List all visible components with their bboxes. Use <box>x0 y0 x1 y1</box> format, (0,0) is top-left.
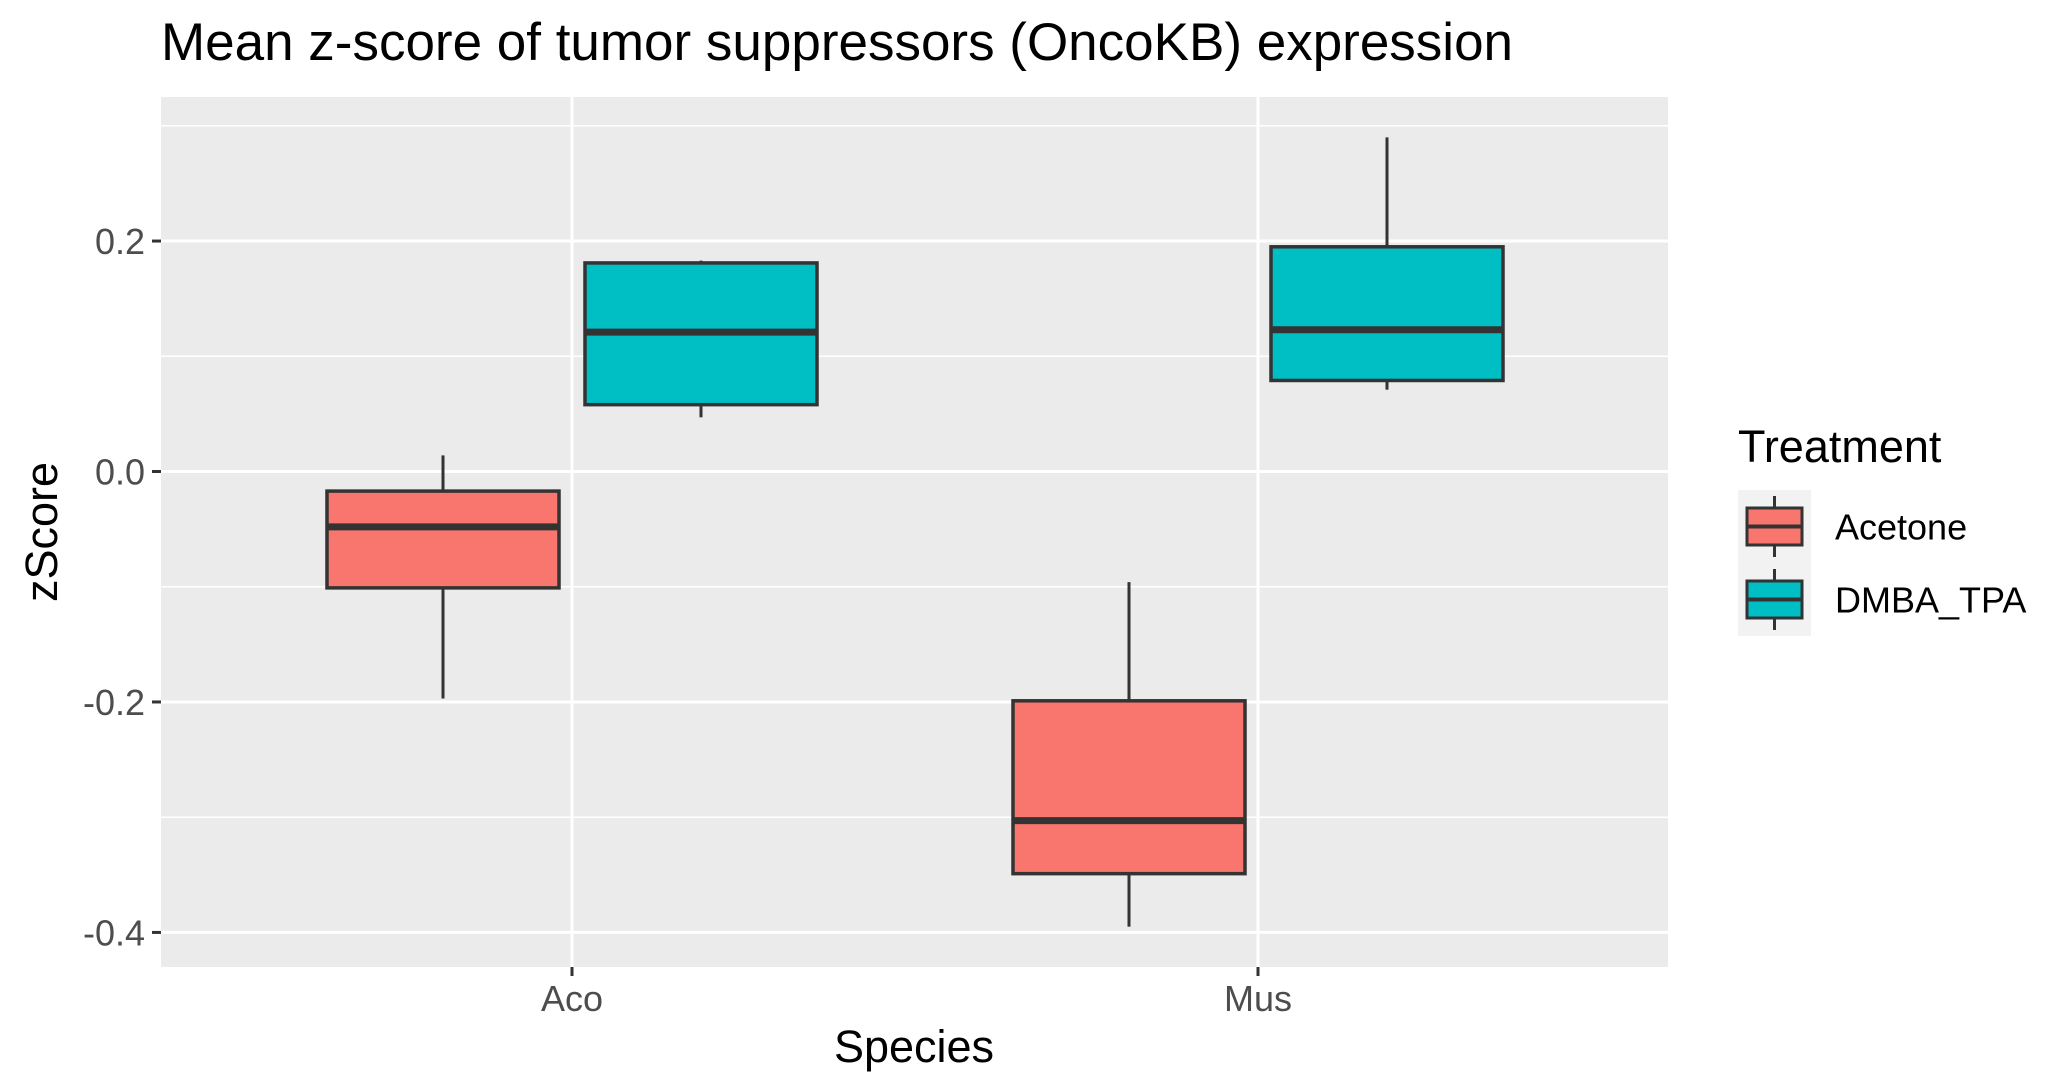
legend-label: DMBA_TPA <box>1835 580 2026 621</box>
box-Acetone-Mus <box>1011 582 1247 927</box>
legend-label: Acetone <box>1835 507 1967 548</box>
x-tick-label: Mus <box>1224 978 1292 1019</box>
axes: 0.2 0.0 -0.2 -0.4 Aco Mus <box>83 221 1292 1019</box>
y-tick-label: 0.0 <box>95 452 145 493</box>
legend-item-DMBA_TPA: DMBA_TPA <box>1738 563 2026 636</box>
legend-title: Treatment <box>1738 421 1942 472</box>
grid-lines <box>161 97 1668 967</box>
boxes <box>325 137 1505 927</box>
box-iqr <box>1269 245 1505 383</box>
y-tick-label: 0.2 <box>95 221 145 262</box>
chart-title: Mean z-score of tumor suppressors (OncoK… <box>161 13 1513 72</box>
box-DMBA_TPA-Aco <box>583 260 819 418</box>
x-tick-label: Aco <box>541 978 603 1019</box>
legend-item-Acetone: Acetone <box>1738 490 1967 563</box>
x-axis-title: Species <box>834 1021 994 1072</box>
box-DMBA_TPA-Mus <box>1269 137 1505 390</box>
box-Acetone-Aco <box>325 455 561 699</box>
box-iqr <box>1011 699 1247 876</box>
y-tick-label: -0.2 <box>83 682 145 723</box>
box-iqr <box>325 489 561 590</box>
y-tick-label: -0.4 <box>83 912 145 953</box>
y-axis-title: zScore <box>16 462 67 602</box>
legend: Treatment Acetone DMBA_TPA <box>1738 421 2026 636</box>
